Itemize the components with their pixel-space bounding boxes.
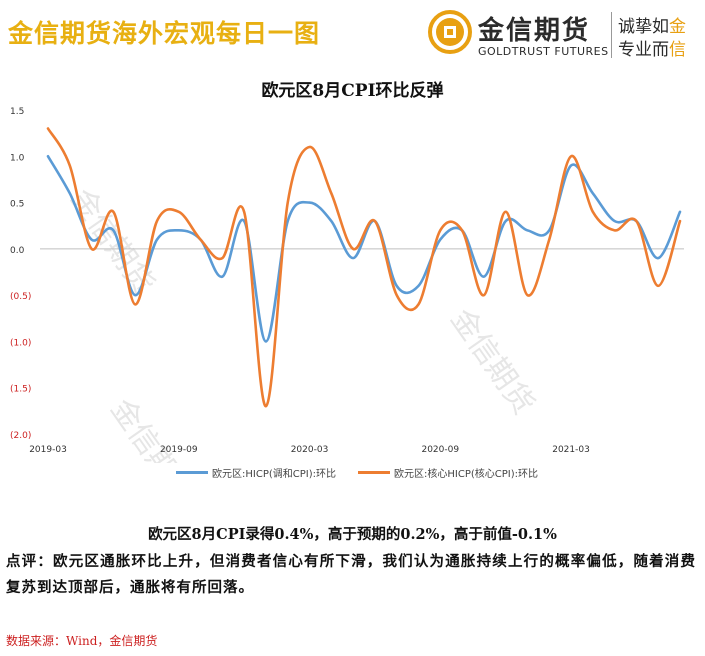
x-tick-label: 2019-09 xyxy=(160,445,198,455)
x-tick-label: 2020-09 xyxy=(421,445,459,455)
y-tick-label: 1.0 xyxy=(10,153,25,163)
slogan-line-1: 诚挚如金 xyxy=(618,17,686,37)
x-tick-label: 2021-03 xyxy=(552,445,590,455)
logo-english-name: GOLDTRUST FUTURES xyxy=(478,45,609,58)
legend-label-core-hicp: 欧元区:核心HICP(核心CPI):环比 xyxy=(394,469,538,480)
logo-divider xyxy=(611,12,612,58)
y-tick-label: 1.5 xyxy=(10,107,24,117)
watermark-3: 金信期货 xyxy=(443,303,540,421)
series-line-core-hicp xyxy=(46,127,682,408)
data-source: 数据来源：Wind，金信期货 xyxy=(6,634,158,648)
y-tick-label: (1.5) xyxy=(10,385,31,395)
x-tick-label: 2020-03 xyxy=(291,445,329,455)
logo-name: 金信期货 xyxy=(478,16,591,46)
legend-swatch-hicp xyxy=(176,471,208,474)
summary-line: 欧元区8月CPI录得0.4%，高于预期的0.2%，高于前值-0.1% xyxy=(148,526,557,543)
y-tick-label: 0.5 xyxy=(10,200,24,210)
banner-title: 金信期货海外宏观每日一图 xyxy=(8,19,321,48)
y-tick-label: 0.0 xyxy=(10,246,25,256)
series-line-hicp xyxy=(46,154,682,343)
company-logo: 金信期货 GOLDTRUST FUTURES 诚挚如金 专业而信 xyxy=(428,8,698,62)
legend-swatch-core-hicp xyxy=(358,471,390,474)
y-tick-label: (1.0) xyxy=(10,338,31,348)
legend-item-core-hicp: 欧元区:核心HICP(核心CPI):环比 xyxy=(358,465,538,480)
legend-label-hicp: 欧元区:HICP(调和CPI):环比 xyxy=(212,469,336,480)
line-chart: 金信期货金信期货金信期货金信期货1.51.00.50.0(0.5)(1.0)(1… xyxy=(10,107,684,463)
slogan-line-2: 专业而信 xyxy=(618,40,686,60)
x-tick-label: 2019-03 xyxy=(29,445,67,455)
y-tick-label: (2.0) xyxy=(10,431,31,441)
commentary-text: 点评：欧元区通胀环比上升，但消费者信心有所下滑，我们认为通胀持续上行的概率偏低，… xyxy=(6,553,696,596)
coin-logo-icon xyxy=(428,10,472,54)
legend-item-hicp: 欧元区:HICP(调和CPI):环比 xyxy=(176,465,336,480)
chart-title: 欧元区8月CPI环比反弹 xyxy=(261,81,444,101)
y-tick-label: (0.5) xyxy=(10,292,31,302)
